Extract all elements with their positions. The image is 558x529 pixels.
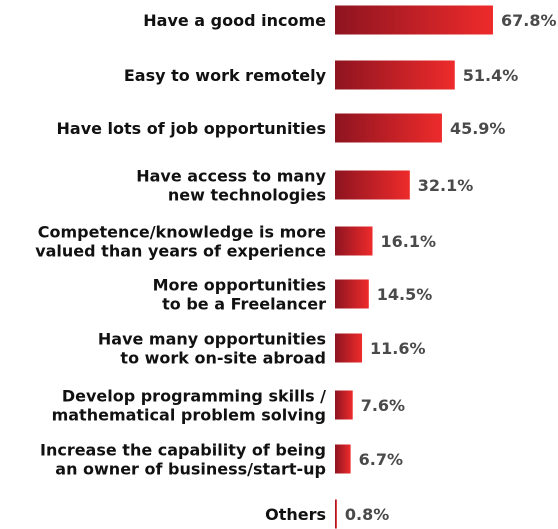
category-label-2: Have lots of job opportunities (57, 119, 326, 138)
category-label-line: mathematical problem solving (52, 406, 326, 425)
category-label-line: valued than years of experience (35, 242, 326, 261)
bar-2 (335, 113, 442, 143)
bar-8 (335, 444, 351, 474)
category-label-line: an owner of business/start-up (55, 460, 326, 479)
bar-3 (335, 170, 410, 200)
bar-9 (335, 499, 337, 529)
bar-4 (335, 226, 373, 256)
data-label-7: 7.6% (361, 396, 405, 415)
category-label-line: Easy to work remotely (124, 66, 327, 85)
category-label-line: Develop programming skills / (62, 387, 326, 406)
data-label-3: 32.1% (418, 176, 474, 195)
data-label-9: 0.8% (345, 505, 389, 524)
category-label-1: Easy to work remotely (124, 66, 327, 85)
category-label-9: Others (265, 505, 326, 524)
category-label-line: to work on-site abroad (120, 349, 326, 368)
category-label-8: Increase the capability of being an owner… (40, 441, 326, 479)
data-label-2: 45.9% (450, 119, 506, 138)
category-label-6: Have many opportunities to work on-site a… (98, 330, 326, 368)
category-label-line: to be a Freelancer (162, 295, 326, 314)
category-label-0: Have a good income (143, 11, 326, 30)
data-label-6: 11.6% (370, 339, 426, 358)
data-label-1: 51.4% (463, 66, 519, 85)
bar-0 (335, 5, 493, 35)
category-label-line: Increase the capability of being (40, 441, 326, 460)
bar-5 (335, 279, 369, 309)
category-label-line: More opportunities (153, 276, 326, 295)
category-labels: Have a good income Easy to work remotely H… (35, 11, 326, 524)
bars-layer (335, 5, 493, 529)
category-label-line: new technologies (168, 186, 326, 205)
category-label-line: Others (265, 505, 326, 524)
data-label-5: 14.5% (377, 285, 433, 304)
category-label-line: Have a good income (143, 11, 326, 30)
category-label-5: More opportunities to be a Freelancer (153, 276, 327, 314)
data-label-8: 6.7% (359, 450, 403, 469)
category-label-line: Have lots of job opportunities (57, 119, 326, 138)
category-label-7: Develop programming skills / mathematical… (52, 387, 327, 425)
bar-7 (335, 390, 353, 420)
bar-6 (335, 333, 363, 363)
data-label-0: 67.8% (501, 11, 557, 30)
category-label-3: Have access to many new technologies (136, 167, 326, 205)
bar-1 (335, 60, 455, 90)
category-label-line: Competence/knowledge is more (38, 223, 326, 242)
data-label-4: 16.1% (381, 232, 437, 251)
value-labels: 67.8% 51.4% 45.9% 32.1% 16.1% 14.5% 11.6% 7.6% 6… (345, 11, 557, 524)
category-label-4: Competence/knowledge is more valued than … (35, 223, 326, 261)
category-label-line: Have many opportunities (98, 330, 326, 349)
category-label-line: Have access to many (136, 167, 326, 186)
